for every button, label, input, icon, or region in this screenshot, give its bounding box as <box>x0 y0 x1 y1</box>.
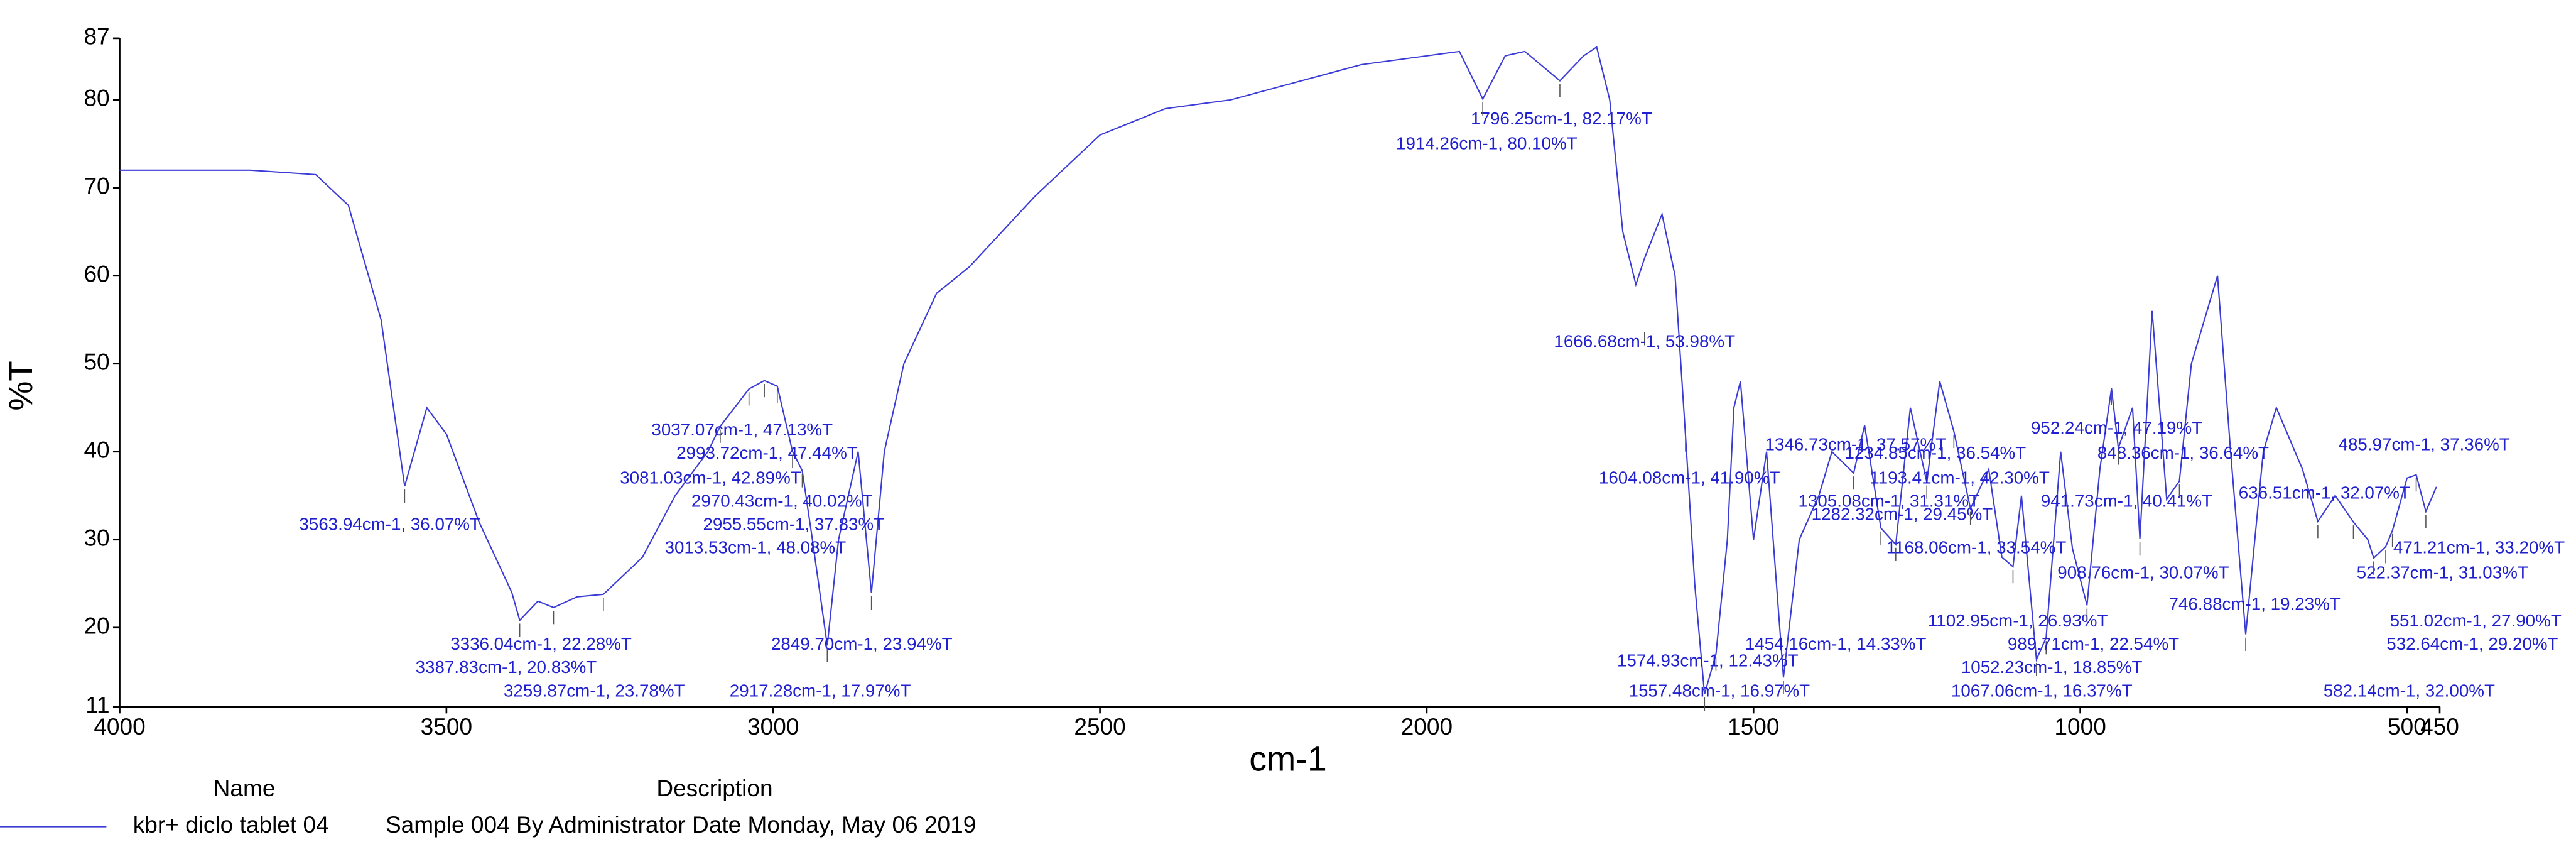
peak-label: 3387.83cm-1, 20.83%T <box>416 657 597 677</box>
peak-label: 746.88cm-1, 19.23%T <box>2169 594 2341 614</box>
peak-label: 1102.95cm-1, 26.93%T <box>1928 611 2108 630</box>
peak-label: 2917.28cm-1, 17.97%T <box>730 681 911 700</box>
peak-label: 1168.06cm-1, 33.54%T <box>1886 538 2067 557</box>
peak-label: 1454.16cm-1, 14.33%T <box>1745 634 1927 653</box>
x-tick-label: 1000 <box>2054 713 2106 740</box>
legend-description: Sample 004 By Administrator Date Monday,… <box>386 811 976 838</box>
legend-header: Name <box>214 775 276 801</box>
peak-label: 1557.48cm-1, 16.97%T <box>1629 681 1810 700</box>
peak-label: 1574.93cm-1, 12.43%T <box>1617 651 1799 670</box>
x-tick-label: 500 <box>2388 713 2427 740</box>
legend-header: Description <box>656 775 772 801</box>
peak-label: 3563.94cm-1, 36.07%T <box>299 515 480 534</box>
x-axis-label: cm-1 <box>1249 740 1326 779</box>
peak-label: 3081.03cm-1, 42.89%T <box>620 468 801 488</box>
y-axis-label: %T <box>3 361 40 410</box>
y-tick-label: 30 <box>84 525 109 551</box>
peak-label: 952.24cm-1, 47.19%T <box>2031 418 2202 437</box>
peak-label: 1282.32cm-1, 29.45%T <box>1812 505 1993 524</box>
peak-label: 551.02cm-1, 27.90%T <box>2390 611 2562 630</box>
peak-label: 1666.68cm-1, 53.98%T <box>1554 332 1735 351</box>
peak-label: 3037.07cm-1, 47.13%T <box>651 420 833 439</box>
x-tick-label: 2500 <box>1074 713 1125 740</box>
legend-name: kbr+ diclo tablet 04 <box>133 811 329 838</box>
peak-label: 2970.43cm-1, 40.02%T <box>691 491 873 511</box>
y-tick-label: 87 <box>84 23 109 50</box>
y-tick-label: 60 <box>84 261 109 287</box>
peak-label: 636.51cm-1, 32.07%T <box>2239 483 2410 502</box>
peak-label: 1234.85cm-1, 36.54%T <box>1845 443 2027 462</box>
peak-label: 532.64cm-1, 29.20%T <box>2386 634 2558 653</box>
x-tick-label: 450 <box>2420 713 2459 740</box>
spectrum-line <box>119 46 2437 695</box>
peak-label: 522.37cm-1, 31.03%T <box>2357 562 2528 582</box>
x-tick-label: 3500 <box>421 713 472 740</box>
peak-label: 2849.70cm-1, 23.94%T <box>771 634 953 653</box>
peak-label: 1193.41cm-1, 42.30%T <box>1870 468 2050 488</box>
y-tick-label: 70 <box>84 173 109 199</box>
peak-label: 989.71cm-1, 22.54%T <box>2008 634 2179 653</box>
peak-label: 3336.04cm-1, 22.28%T <box>450 634 632 653</box>
peak-label: 471.21cm-1, 33.20%T <box>2393 538 2565 557</box>
peak-label: 485.97cm-1, 37.36%T <box>2339 435 2510 454</box>
y-tick-label: 40 <box>84 437 109 463</box>
peak-label: 1604.08cm-1, 41.90%T <box>1599 468 1780 488</box>
peak-label: 848.36cm-1, 36.64%T <box>2097 443 2269 462</box>
peak-label: 582.14cm-1, 32.00%T <box>2324 681 2495 700</box>
peak-label: 3259.87cm-1, 23.78%T <box>504 681 685 700</box>
y-tick-label: 50 <box>84 349 109 375</box>
peak-label: 3013.53cm-1, 48.08%T <box>665 538 847 557</box>
peak-label: 908.76cm-1, 30.07%T <box>2057 562 2229 582</box>
y-tick-label: 20 <box>84 613 109 639</box>
peak-label: 941.73cm-1, 40.41%T <box>2041 491 2212 511</box>
y-tick-label: 11 <box>85 692 109 718</box>
peak-label: 1796.25cm-1, 82.17%T <box>1471 109 1652 128</box>
peak-label: 1067.06cm-1, 16.37%T <box>1951 681 2133 700</box>
peak-label: 1914.26cm-1, 80.10%T <box>1396 134 1578 153</box>
y-tick-label: 80 <box>84 85 109 111</box>
x-tick-label: 3000 <box>747 713 799 740</box>
peak-label: 1052.23cm-1, 18.85%T <box>1961 657 2143 677</box>
x-tick-label: 1500 <box>1728 713 1779 740</box>
x-tick-label: 4000 <box>94 713 145 740</box>
peak-label: 1346.73cm-1, 37.57%T <box>1765 435 1947 454</box>
peak-label: 2993.72cm-1, 47.44%T <box>676 443 858 462</box>
peak-label: 1305.08cm-1, 31.31%T <box>1798 491 1979 511</box>
x-tick-label: 2000 <box>1401 713 1453 740</box>
peak-label: 2955.55cm-1, 37.83%T <box>703 515 884 534</box>
